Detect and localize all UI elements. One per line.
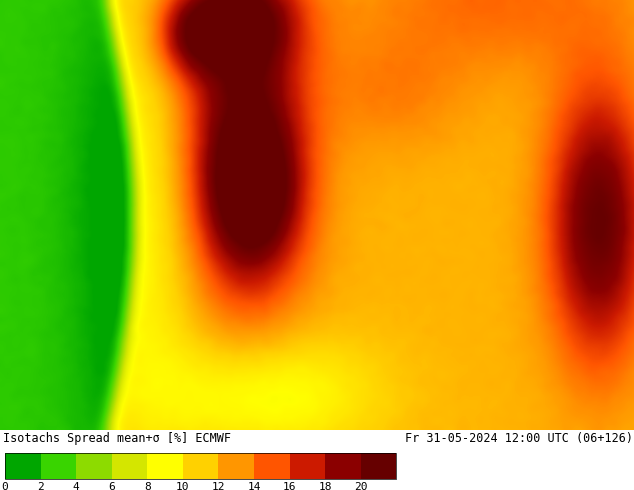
Text: Fr 31-05-2024 12:00 UTC (06+126): Fr 31-05-2024 12:00 UTC (06+126) (404, 432, 633, 445)
Bar (5, 453, 396, 479)
Text: 4: 4 (73, 482, 80, 490)
Bar (361, 453, 396, 479)
Text: 0: 0 (2, 482, 8, 490)
Bar (219, 453, 254, 479)
Text: 2: 2 (37, 482, 44, 490)
Bar (254, 453, 290, 479)
Text: 6: 6 (108, 482, 115, 490)
Text: 18: 18 (318, 482, 332, 490)
Bar (147, 453, 183, 479)
Text: 14: 14 (247, 482, 261, 490)
Text: 20: 20 (354, 482, 368, 490)
Bar (325, 453, 361, 479)
Bar (290, 453, 325, 479)
Bar (41, 453, 76, 479)
Bar (112, 453, 147, 479)
Bar (5, 453, 41, 479)
Text: 8: 8 (144, 482, 151, 490)
Text: 16: 16 (283, 482, 296, 490)
Text: 10: 10 (176, 482, 190, 490)
Bar (76, 453, 112, 479)
Bar (183, 453, 219, 479)
Text: 12: 12 (212, 482, 225, 490)
Text: Isotachs Spread mean+σ [%] ECMWF: Isotachs Spread mean+σ [%] ECMWF (3, 432, 231, 445)
